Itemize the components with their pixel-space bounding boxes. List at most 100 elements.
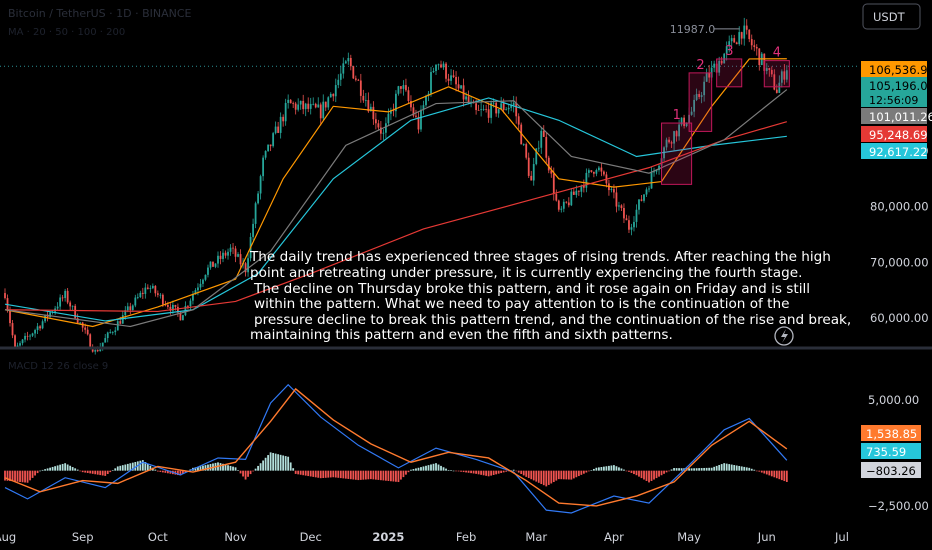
candle[interactable] <box>437 63 440 70</box>
candle[interactable] <box>279 112 282 139</box>
candle[interactable] <box>374 112 377 130</box>
candle[interactable] <box>64 288 67 302</box>
candle[interactable] <box>738 26 741 46</box>
candle[interactable] <box>136 293 139 300</box>
candle[interactable] <box>705 68 708 82</box>
candle[interactable] <box>21 339 24 346</box>
candle[interactable] <box>362 89 365 103</box>
candle[interactable] <box>237 252 239 258</box>
candle[interactable] <box>512 95 515 113</box>
candle[interactable] <box>229 244 232 256</box>
candle[interactable] <box>39 325 41 331</box>
candle[interactable] <box>189 298 192 312</box>
candle[interactable] <box>332 93 335 102</box>
candle[interactable] <box>377 119 380 130</box>
candle[interactable] <box>324 101 327 112</box>
candle[interactable] <box>59 294 62 310</box>
candle[interactable] <box>302 94 305 115</box>
candle[interactable] <box>71 305 74 311</box>
candle[interactable] <box>673 130 675 151</box>
price-label-badge[interactable] <box>861 77 927 107</box>
candle[interactable] <box>500 96 503 110</box>
candle[interactable] <box>435 64 437 75</box>
candle[interactable] <box>339 65 342 87</box>
candle[interactable] <box>415 109 417 120</box>
candle[interactable] <box>582 179 585 193</box>
candle[interactable] <box>151 283 154 290</box>
candle[interactable] <box>708 65 711 83</box>
price-label-badge[interactable] <box>861 108 927 124</box>
candle[interactable] <box>765 63 768 75</box>
candle[interactable] <box>182 314 184 321</box>
candle[interactable] <box>525 142 528 160</box>
candle[interactable] <box>322 94 325 121</box>
candle[interactable] <box>312 97 315 106</box>
candle[interactable] <box>515 96 518 124</box>
candle[interactable] <box>410 95 412 112</box>
candle[interactable] <box>768 67 771 77</box>
candle[interactable] <box>445 61 447 83</box>
candle[interactable] <box>329 92 332 98</box>
candle[interactable] <box>309 97 312 115</box>
candle[interactable] <box>570 188 573 207</box>
candle[interactable] <box>314 102 317 109</box>
candle[interactable] <box>344 59 347 64</box>
candle[interactable] <box>352 65 355 80</box>
candle[interactable] <box>379 121 382 141</box>
candle[interactable] <box>668 136 670 144</box>
candle[interactable] <box>124 306 127 320</box>
candle[interactable] <box>334 78 337 103</box>
candle[interactable] <box>785 65 788 83</box>
macd-pane[interactable] <box>4 383 788 514</box>
candle[interactable] <box>495 100 498 117</box>
candle[interactable] <box>257 190 259 205</box>
candle[interactable] <box>490 100 493 124</box>
candle[interactable] <box>683 114 685 129</box>
candle[interactable] <box>146 284 149 290</box>
candle[interactable] <box>690 106 693 116</box>
candle[interactable] <box>447 73 450 86</box>
candle[interactable] <box>580 184 583 198</box>
candle[interactable] <box>537 140 540 152</box>
candle[interactable] <box>643 194 645 203</box>
candle[interactable] <box>282 114 285 127</box>
pattern-box[interactable] <box>716 58 743 88</box>
candle[interactable] <box>572 188 575 195</box>
candle[interactable] <box>41 319 44 330</box>
candle[interactable] <box>477 104 480 111</box>
candle[interactable] <box>259 174 262 200</box>
candle[interactable] <box>665 137 668 151</box>
candle[interactable] <box>184 301 187 317</box>
candle[interactable] <box>109 329 112 334</box>
candle[interactable] <box>743 17 746 46</box>
candle[interactable] <box>608 179 610 196</box>
candle[interactable] <box>397 85 400 96</box>
candle[interactable] <box>482 104 485 111</box>
candle[interactable] <box>154 285 157 297</box>
candle[interactable] <box>287 94 290 109</box>
candle[interactable] <box>545 132 548 163</box>
candle[interactable] <box>695 88 698 102</box>
candle[interactable] <box>680 117 683 127</box>
candle[interactable] <box>635 204 638 228</box>
candle[interactable] <box>485 104 488 113</box>
candle[interactable] <box>590 170 593 173</box>
candle[interactable] <box>134 294 137 308</box>
candle[interactable] <box>106 331 109 343</box>
pattern-box[interactable] <box>763 60 790 88</box>
price-axis[interactable]: 60,000.0070,000.0080,000.0090,000.00106,… <box>0 61 932 544</box>
candle[interactable] <box>224 250 227 259</box>
candle[interactable] <box>625 214 628 221</box>
candle[interactable] <box>457 76 460 91</box>
candle[interactable] <box>284 98 287 126</box>
candle[interactable] <box>540 126 543 154</box>
candle[interactable] <box>254 201 257 229</box>
candle[interactable] <box>648 185 650 193</box>
candle[interactable] <box>317 97 320 108</box>
candle[interactable] <box>76 313 79 324</box>
candle[interactable] <box>56 302 59 311</box>
candle[interactable] <box>227 248 229 260</box>
candle[interactable] <box>204 274 207 282</box>
candle[interactable] <box>212 261 214 267</box>
candle[interactable] <box>402 80 405 96</box>
